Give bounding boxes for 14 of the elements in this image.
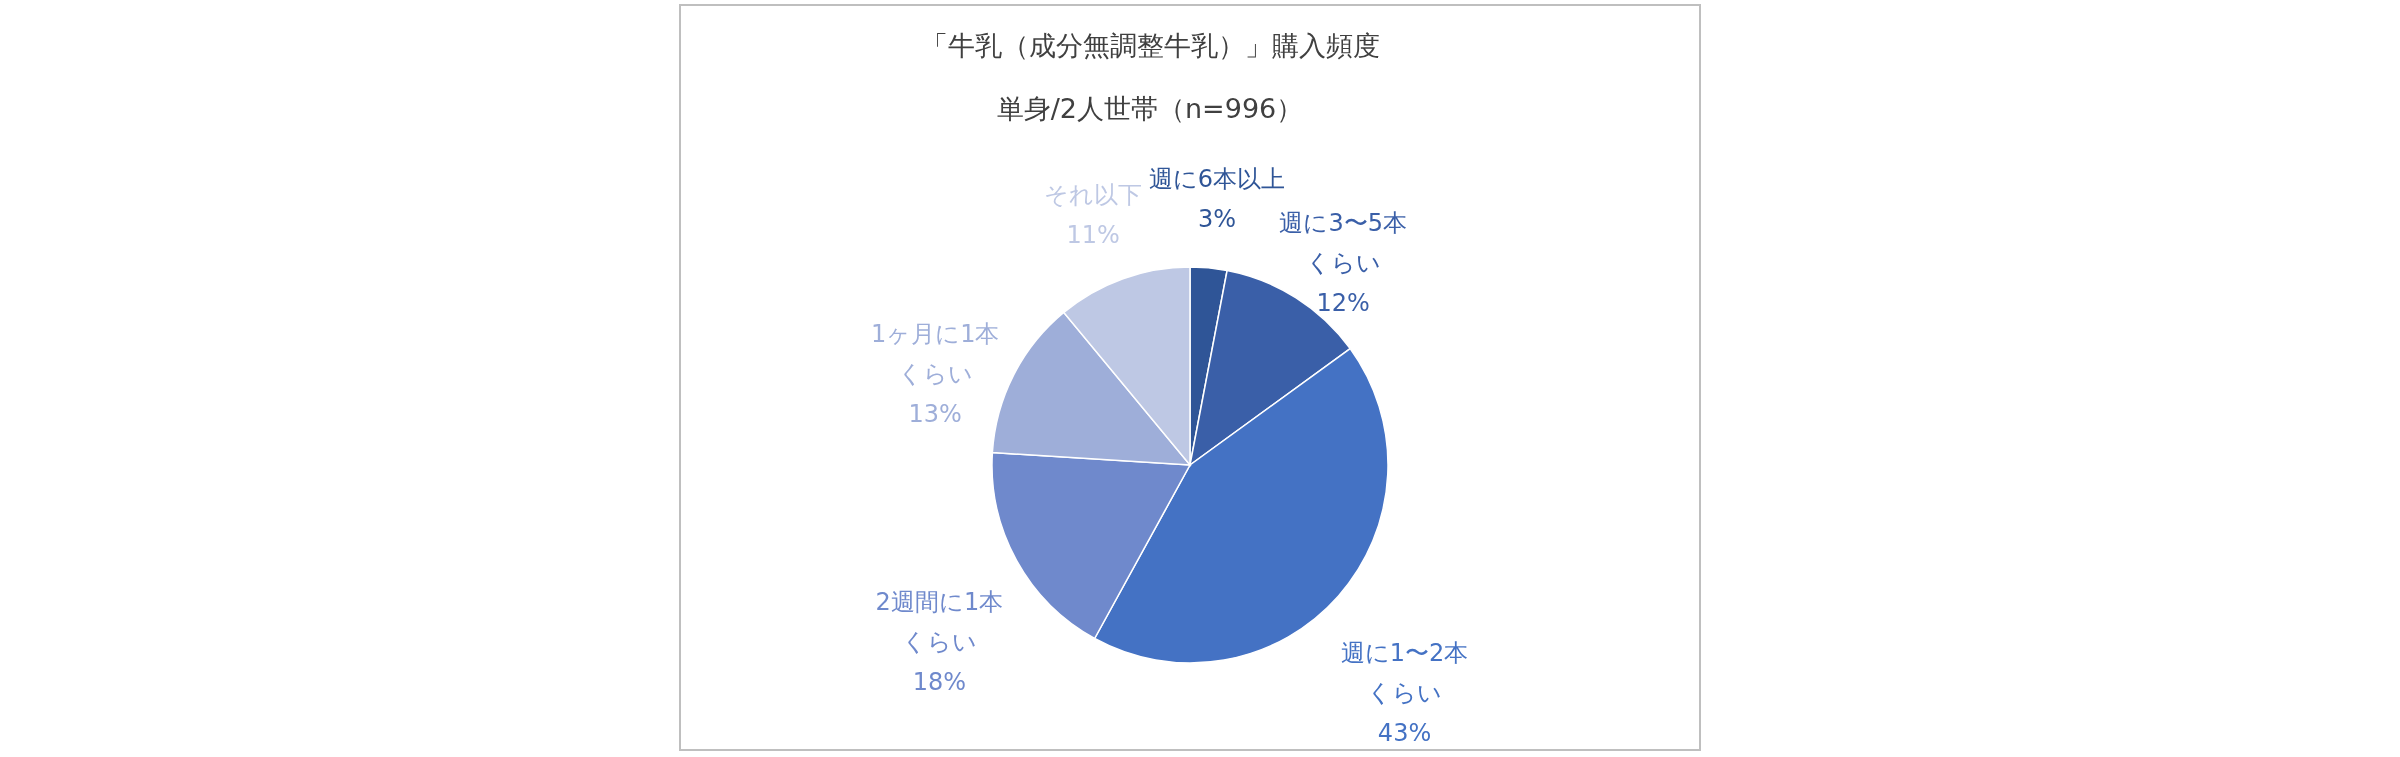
chart-title: 「牛乳（成分無調整牛乳）」購入頻度 <box>920 30 1380 61</box>
data-label: 12% <box>1316 288 1370 317</box>
chart-subtitle: 単身/2人世帯（n=996） <box>996 93 1304 124</box>
slice-label: 2週間に1本くらい <box>875 587 1004 656</box>
slice-label: 週に1〜2本くらい <box>1340 639 1469 708</box>
slice-label: 週に6本以上 <box>1148 165 1286 194</box>
data-label: 18% <box>912 667 967 696</box>
slice-label: 週に3〜5本くらい <box>1279 208 1408 277</box>
slice-label: それ以下 <box>1044 180 1143 209</box>
data-label: 43% <box>1377 719 1432 748</box>
data-label: 13% <box>908 400 962 429</box>
slice-label: 1ヶ月に1本くらい <box>870 320 1000 389</box>
data-label: 3% <box>1197 205 1236 234</box>
data-label: 11% <box>1066 220 1120 249</box>
